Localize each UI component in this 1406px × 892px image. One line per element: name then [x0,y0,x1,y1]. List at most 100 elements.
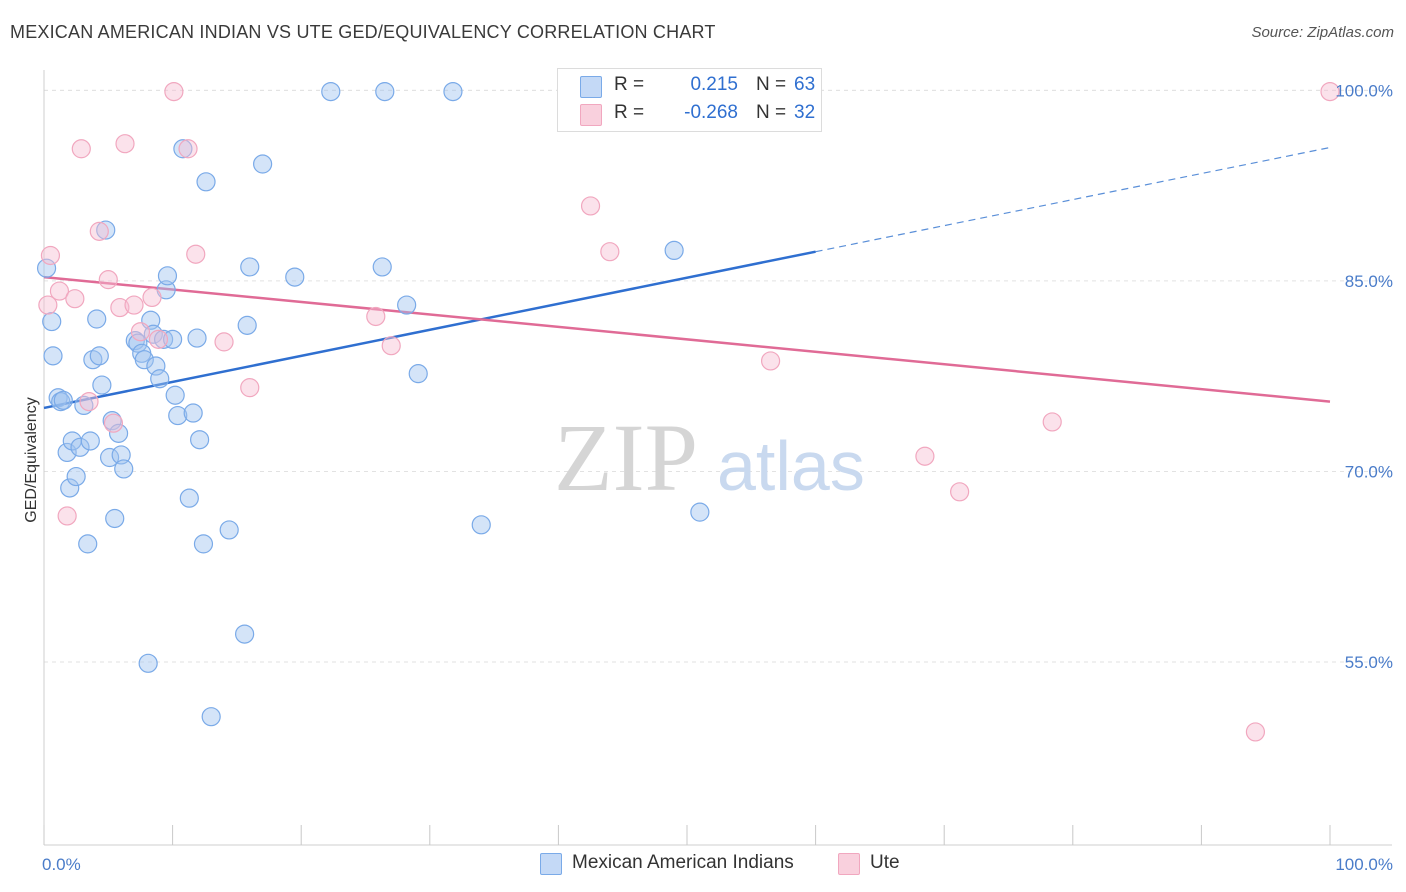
point-ute [366,306,386,327]
point-mexican-american-indians [146,356,166,376]
point-mexican-american-indians [105,508,125,529]
point-mexican-american-indians [408,364,428,384]
point-mexican-american-indians [114,459,134,479]
series-label: Ute [870,852,900,873]
point-ute [1320,81,1340,102]
point-mexican-american-indians [690,502,710,522]
point-ute [89,221,109,241]
point-mexican-american-indians [179,488,199,508]
trendline-extension-mexican-american-indians [815,146,1331,253]
chart-title: MEXICAN AMERICAN INDIAN VS UTE GED/EQUIV… [10,22,716,42]
point-mexican-american-indians [60,478,80,498]
y-tick-label: 70.0% [1345,462,1393,481]
gridlines [44,89,1392,663]
point-mexican-american-indians [183,403,203,423]
chart-source: Source: ZipAtlas.com [1251,24,1394,41]
point-mexican-american-indians [240,257,260,277]
x-tick-label: 100.0% [1335,855,1393,874]
point-mexican-american-indians [163,329,183,349]
point-mexican-american-indians [57,442,77,463]
point-mexican-american-indians [157,266,178,286]
point-ute [186,244,206,264]
point-ute [214,332,234,352]
point-mexican-american-indians [187,328,207,348]
point-mexican-american-indians [190,430,210,450]
point-ute [110,297,130,318]
point-ute [49,281,70,301]
point-mexican-american-indians [196,172,216,192]
axes [43,70,1392,846]
correlation-legend: R = 0.215 N = 63 R = -0.268 N = 32 [557,68,822,132]
point-ute [65,289,85,309]
point-mexican-american-indians [253,154,273,174]
trendline-mexican-american-indians [43,250,816,410]
legend-r-value: 0.215 [690,74,738,95]
legend-swatch-pink [580,104,602,126]
point-mexican-american-indians [285,267,305,287]
point-mexican-american-indians [321,81,341,102]
point-mexican-american-indians [42,311,62,332]
point-ute [57,506,77,526]
point-mexican-american-indians [92,375,112,395]
point-mexican-american-indians [165,385,185,405]
point-mexican-american-indians [150,369,170,389]
point-ute [915,446,935,466]
legend-r-value: -0.268 [684,102,738,123]
point-mexican-american-indians [89,346,109,366]
tick-labels: 55.0% 70.0% 85.0% 100.0% 0.0% 100.0% [42,81,1393,874]
y-axis-label: GED/Equivalency [23,397,40,522]
point-ute [38,295,58,315]
point-mexican-american-indians [443,81,463,102]
point-mexican-american-indians [664,240,684,261]
legend-r-label: R = [614,102,645,123]
point-ute [115,134,135,154]
watermark-atlas: atlas [717,427,865,505]
point-ute [1042,412,1062,432]
point-ute [98,270,118,290]
point-ute [164,81,184,102]
point-mexican-american-indians [87,309,107,329]
x-tick-label: 0.0% [42,855,81,874]
point-ute [40,245,61,266]
point-mexican-american-indians [168,405,188,426]
point-ute [950,482,970,502]
series-swatch-blue [540,853,562,875]
point-mexican-american-indians [193,534,214,554]
point-mexican-american-indians [138,653,158,673]
legend-n-value: 63 [794,74,816,95]
legend-n-value: 32 [794,102,816,123]
point-ute [580,196,601,216]
y-tick-label: 55.0% [1345,653,1393,672]
point-mexican-american-indians [66,466,86,487]
point-mexican-american-indians [173,139,193,159]
point-mexican-american-indians [36,258,57,278]
point-mexican-american-indians [70,437,90,457]
point-ute [79,391,99,412]
point-mexican-american-indians [237,315,257,335]
point-mexican-american-indians [201,707,221,727]
legend-r-label: R = [614,74,645,95]
legend-swatch-blue [580,76,602,98]
point-mexican-american-indians [96,220,116,240]
point-mexican-american-indians [372,257,392,277]
point-mexican-american-indians [78,534,98,554]
point-ute [142,287,162,308]
point-mexican-american-indians [99,447,120,468]
y-tick-label: 85.0% [1345,272,1393,291]
point-mexican-american-indians [53,390,73,410]
legend-n-label: N = [756,102,787,123]
point-ute [600,242,620,262]
series-label: Mexican American Indians [572,852,794,873]
point-mexican-american-indians [128,333,148,353]
point-mexican-american-indians [43,346,63,366]
point-ute [240,378,260,398]
point-ute [381,336,401,356]
point-ute [103,413,124,433]
point-mexican-american-indians [80,431,100,451]
point-mexican-american-indians [235,624,255,644]
point-ute [1245,722,1266,742]
point-mexican-american-indians [375,81,395,102]
legend-n-label: N = [756,74,787,95]
point-mexican-american-indians [397,295,417,315]
